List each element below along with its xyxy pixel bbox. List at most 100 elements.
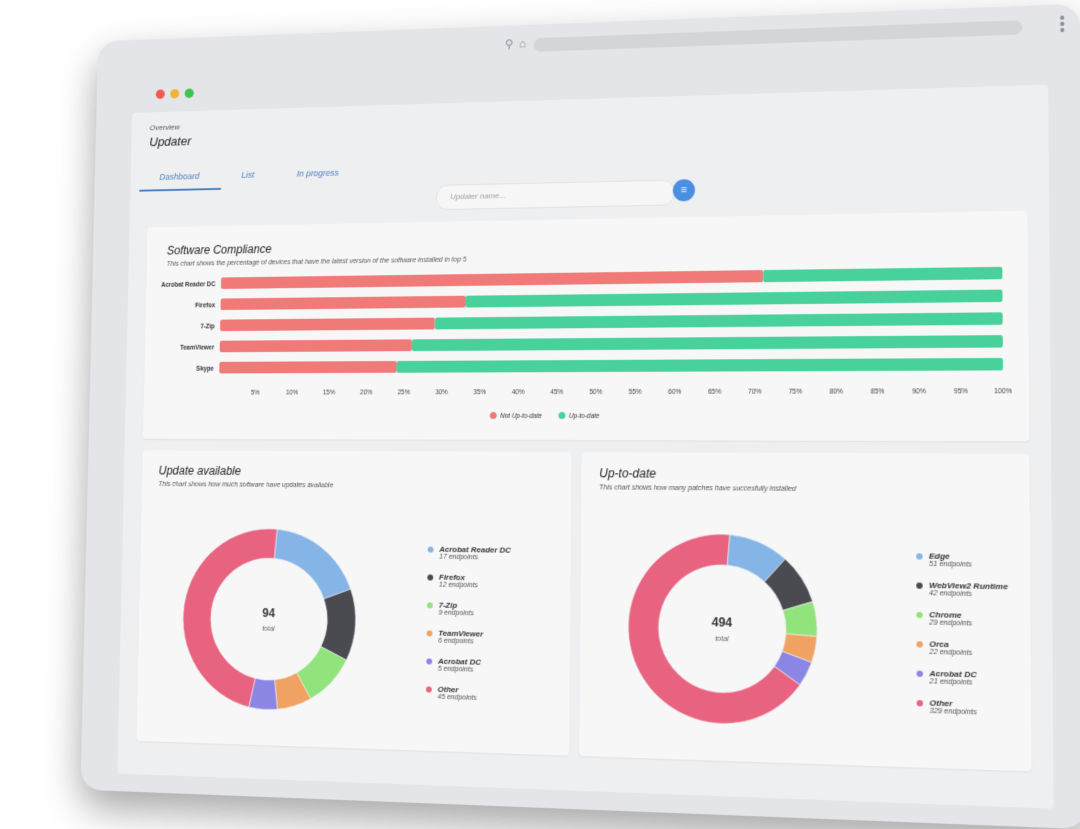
- bar-not-up-to-date[interactable]: [219, 361, 396, 373]
- bar-not-up-to-date[interactable]: [220, 318, 435, 332]
- donut-slice[interactable]: [274, 529, 352, 599]
- legend-item-count: 6 endpoints: [438, 638, 483, 646]
- search-icon[interactable]: ⚲: [505, 37, 514, 51]
- legend-dot-icon: [427, 602, 433, 608]
- kebab-menu-icon[interactable]: • • •: [1060, 15, 1065, 34]
- legend-dot-icon: [428, 547, 434, 553]
- tab-dashboard[interactable]: Dashboard: [139, 165, 221, 192]
- legend-item[interactable]: Acrobat DC 5 endpoints: [438, 657, 481, 674]
- x-tick-label: 90%: [912, 388, 926, 396]
- legend-item-count: 17 endpoints: [439, 554, 511, 562]
- legend-label[interactable]: Not Up-to-date: [500, 413, 542, 420]
- legend-item[interactable]: Other 45 endpoints: [437, 685, 476, 702]
- bar-up-to-date[interactable]: [465, 290, 1002, 308]
- legend-dot-icon: [426, 658, 432, 664]
- x-tick-label: 45%: [550, 389, 563, 396]
- close-dot-icon[interactable]: [156, 89, 165, 99]
- donut-total-value: 94: [262, 608, 275, 621]
- x-tick-label: 5%: [251, 390, 260, 397]
- category-label: Skype: [196, 366, 214, 373]
- legend-item[interactable]: Orca 22 endpoints: [929, 639, 972, 657]
- donut-total-label: total: [262, 626, 275, 633]
- x-tick-label: 60%: [668, 389, 682, 396]
- window-controls: [156, 88, 194, 99]
- legend-item[interactable]: Acrobat DC 21 endpoints: [929, 669, 976, 687]
- category-label: Firefox: [195, 302, 215, 309]
- breadcrumb[interactable]: Overview: [150, 123, 180, 132]
- address-bar[interactable]: [534, 20, 1022, 52]
- legend-dot-icon: [917, 671, 923, 677]
- bar-not-up-to-date[interactable]: [220, 339, 412, 352]
- x-tick-label: 95%: [954, 388, 968, 396]
- legend-marker: [558, 412, 565, 419]
- legend-item-count: 9 endpoints: [439, 610, 474, 618]
- x-tick-label: 30%: [435, 389, 448, 396]
- up-to-date-title: Up-to-date: [599, 466, 656, 480]
- legend-item-count: 21 endpoints: [929, 678, 976, 687]
- legend-item-count: 329 endpoints: [930, 708, 977, 717]
- legend-item[interactable]: Acrobat Reader DC 17 endpoints: [439, 545, 511, 562]
- x-tick-label: 20%: [360, 389, 373, 396]
- update-available-card: Update available This chart shows how mu…: [136, 450, 571, 755]
- x-tick-label: 85%: [871, 388, 885, 396]
- browser-frame: ⚲ ⌂ • • • Overview Updater Dashboard List …: [80, 4, 1080, 829]
- legend-dot-icon: [917, 700, 923, 707]
- bar-not-up-to-date[interactable]: [220, 296, 465, 310]
- app-screen: Overview Updater Dashboard List In progr…: [117, 85, 1053, 809]
- x-tick-label: 40%: [512, 389, 525, 396]
- legend-item[interactable]: 7-Zip 9 endpoints: [439, 601, 474, 618]
- up-to-date-card: Up-to-date This chart shows how many pat…: [579, 452, 1031, 771]
- category-label: 7-Zip: [200, 323, 215, 330]
- bar-up-to-date[interactable]: [435, 312, 1003, 329]
- up-to-date-legend: Edge 51 endpoints WebView2 Runtime 42 endpo…: [581, 452, 1029, 454]
- up-to-date-subtitle: This chart shows how many patches have s…: [599, 484, 796, 493]
- tab-in-progress[interactable]: In progress: [276, 162, 361, 189]
- legend-item-count: 45 endpoints: [437, 694, 476, 702]
- x-tick-label: 55%: [629, 389, 643, 396]
- x-tick-label: 35%: [473, 389, 486, 396]
- bar-up-to-date[interactable]: [412, 335, 1003, 351]
- legend-item[interactable]: TeamViewer 6 endpoints: [438, 629, 483, 646]
- maximize-dot-icon[interactable]: [185, 88, 194, 98]
- x-tick-label: 15%: [323, 389, 336, 396]
- bar-up-to-date[interactable]: [763, 267, 1002, 282]
- legend-dot-icon: [427, 574, 433, 580]
- legend-dot-icon: [916, 582, 922, 588]
- legend-item[interactable]: Firefox 12 endpoints: [439, 573, 478, 590]
- update-available-donut: 94 total: [174, 510, 365, 730]
- legend-dot-icon: [916, 612, 922, 618]
- tab-bar: Dashboard List In progress: [139, 162, 361, 192]
- category-label: TeamViewer: [180, 344, 215, 351]
- x-tick-label: 25%: [398, 389, 411, 396]
- tab-list[interactable]: List: [221, 164, 277, 190]
- legend-item-count: 42 endpoints: [929, 590, 1008, 599]
- legend-label[interactable]: Up-to-date: [569, 413, 600, 420]
- legend-item[interactable]: Chrome 29 endpoints: [929, 610, 972, 628]
- page-title: Updater: [149, 134, 191, 149]
- legend-dot-icon: [916, 641, 922, 647]
- legend-item-count: 51 endpoints: [929, 561, 972, 569]
- x-tick-label: 80%: [830, 388, 844, 395]
- legend-item[interactable]: WebView2 Runtime 42 endpoints: [929, 581, 1008, 599]
- category-label: Acrobat Reader DC: [161, 281, 216, 289]
- compliance-card: Software Compliance This chart shows the…: [143, 211, 1029, 442]
- minimize-dot-icon[interactable]: [170, 89, 179, 99]
- legend-item-count: 5 endpoints: [438, 666, 481, 674]
- legend-item-count: 29 endpoints: [929, 619, 972, 627]
- legend-marker: [490, 412, 497, 419]
- bar-up-to-date[interactable]: [397, 358, 1003, 373]
- x-tick-label: 100%: [994, 388, 1012, 396]
- search-input[interactable]: Updater name...: [436, 180, 675, 211]
- update-available-subtitle: This chart shows how much software have …: [158, 481, 333, 489]
- legend-item[interactable]: Edge 51 endpoints: [929, 551, 972, 568]
- x-tick-label: 65%: [708, 389, 722, 396]
- legend-item[interactable]: Other 329 endpoints: [929, 698, 976, 716]
- donut-total-label: total: [715, 635, 729, 643]
- legend-item-count: 12 endpoints: [439, 582, 478, 590]
- x-tick-label: 75%: [789, 388, 803, 395]
- home-icon[interactable]: ⌂: [519, 37, 526, 51]
- legend-dot-icon: [427, 630, 433, 636]
- filter-icon[interactable]: ≡: [673, 179, 695, 201]
- bar-not-up-to-date[interactable]: [221, 270, 763, 289]
